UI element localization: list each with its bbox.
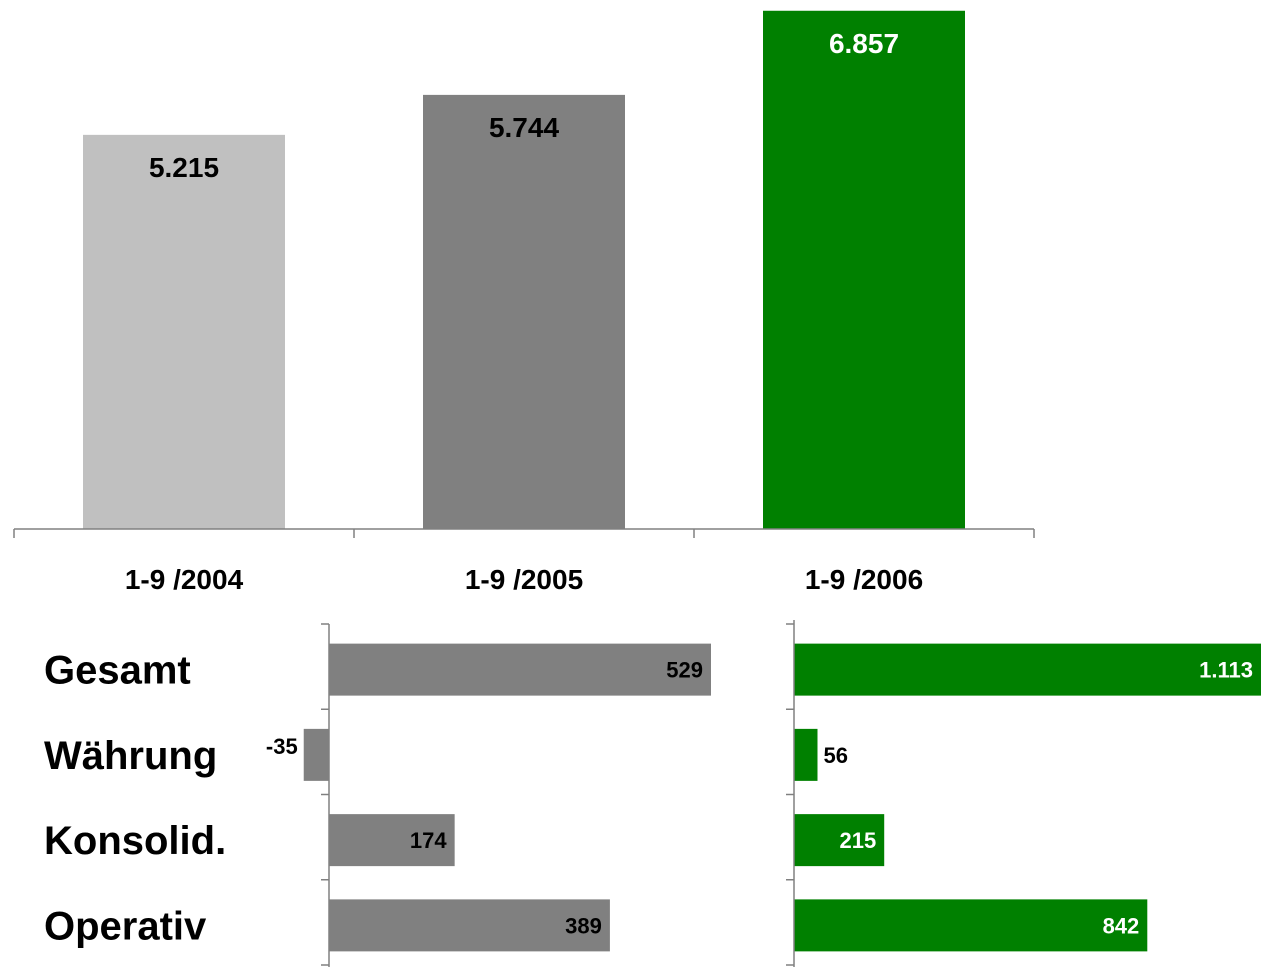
right-value-label-operativ: 842 bbox=[1103, 913, 1140, 938]
column-bar-1-9-2006 bbox=[763, 11, 965, 529]
column-bar-1-9-2004 bbox=[83, 135, 285, 529]
row-label-konsolid: Konsolid. bbox=[44, 819, 226, 863]
right-bar-chart: 1.113 56 215 842 bbox=[786, 620, 1261, 967]
column-value-label-1-9-2006: 6.857 bbox=[829, 28, 899, 59]
right-value-label-w-hrung: 56 bbox=[823, 743, 847, 768]
left-bar-gesamt bbox=[329, 644, 711, 696]
right-bar-gesamt bbox=[794, 644, 1261, 696]
right-bar-operativ bbox=[794, 899, 1147, 951]
left-value-label-konsolid: 174 bbox=[410, 828, 447, 853]
row-label-operativ: Operativ bbox=[44, 904, 207, 948]
left-value-label-operativ: 389 bbox=[565, 913, 602, 938]
row-label-gesamt: Gesamt bbox=[44, 649, 191, 693]
left-bar-w-hrung bbox=[304, 729, 329, 781]
row-label-w-hrung: Währung bbox=[44, 734, 217, 778]
left-value-label-w-hrung: -35 bbox=[266, 734, 298, 759]
column-category-label-1-9-2005: 1-9 /2005 bbox=[465, 564, 583, 595]
column-value-label-1-9-2004: 5.215 bbox=[149, 152, 219, 183]
left-bar-chart: 529 -35 174 389 bbox=[266, 624, 711, 967]
column-category-label-1-9-2006: 1-9 /2006 bbox=[805, 564, 923, 595]
top-column-chart: 5.215 1-9 /2004 5.744 1-9 /2005 6.857 1-9 /20… bbox=[14, 11, 1034, 949]
column-bar-1-9-2005 bbox=[423, 95, 625, 529]
right-value-label-gesamt: 1.113 bbox=[1199, 658, 1253, 683]
right-value-label-konsolid: 215 bbox=[839, 828, 876, 853]
left-value-label-gesamt: 529 bbox=[666, 658, 703, 683]
column-value-label-1-9-2005: 5.744 bbox=[489, 112, 559, 143]
column-category-label-1-9-2004: 1-9 /2004 bbox=[125, 564, 244, 595]
right-bar-w-hrung bbox=[794, 729, 817, 781]
